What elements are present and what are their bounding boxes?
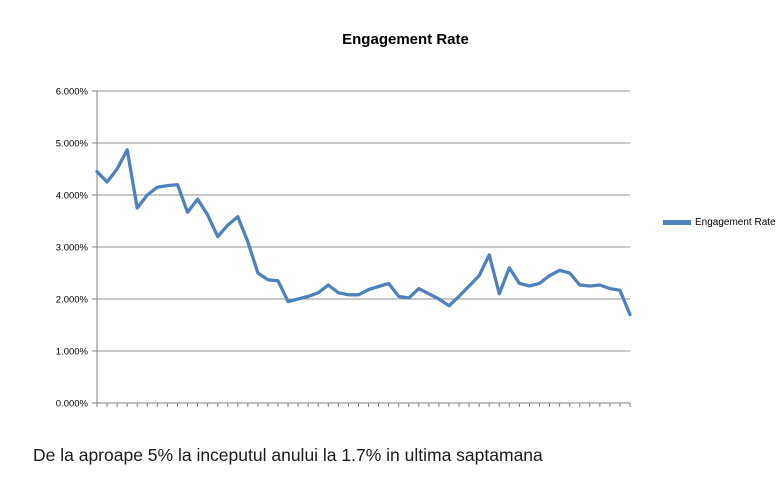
legend: Engagement Rate <box>663 216 776 228</box>
y-axis-tick-label: 6.000% <box>56 87 89 98</box>
y-axis-tick-label: 1.000% <box>56 347 89 358</box>
y-axis-tick-label: 0.000% <box>56 399 89 410</box>
y-axis-tick-label: 2.000% <box>56 295 89 306</box>
y-axis-tick-label: 3.000% <box>56 243 89 254</box>
engagement-rate-series-line <box>95 148 632 317</box>
y-axis-tick-label: 5.000% <box>56 139 89 150</box>
legend-line-swatch-icon <box>663 219 691 225</box>
y-axis-tick-label: 4.000% <box>56 191 89 202</box>
caption-text: De la aproape 5% la inceputul anului la … <box>33 445 543 465</box>
legend-label: Engagement Rate <box>695 216 776 228</box>
chart-title: Engagement Rate <box>342 31 469 48</box>
